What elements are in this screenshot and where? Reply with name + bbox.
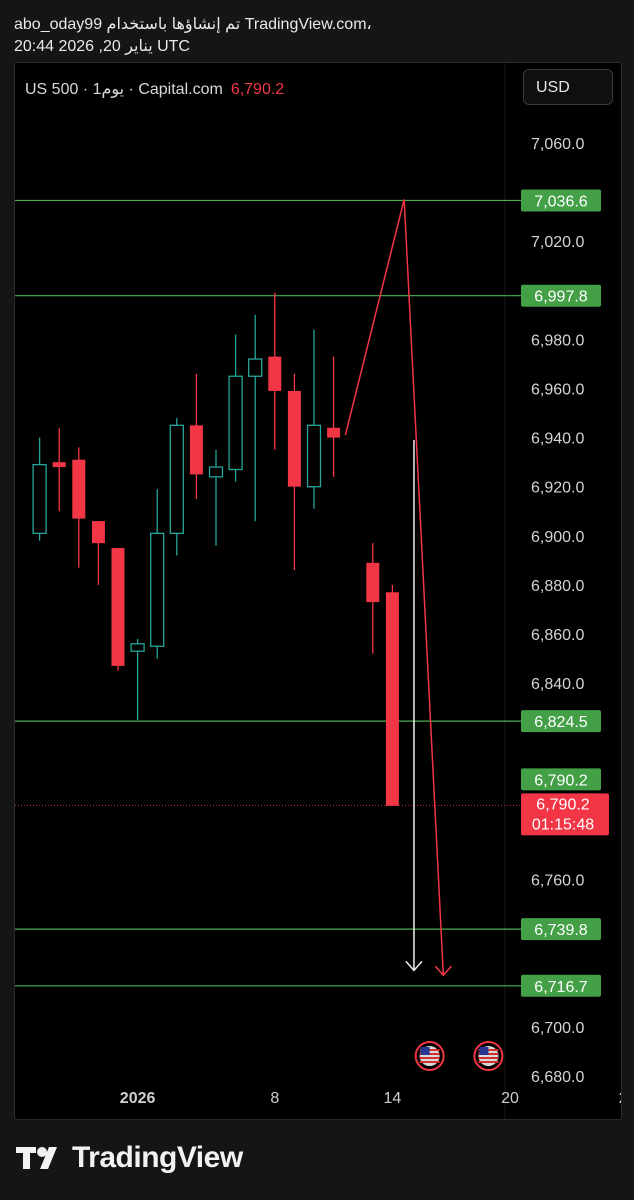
- candle-body[interactable]: [169, 424, 184, 534]
- y-tick-label: 6,680.0: [531, 1069, 584, 1086]
- flag-canton: [479, 1047, 489, 1055]
- y-tick-label: 6,700.0: [531, 1020, 584, 1037]
- candle-body[interactable]: [385, 592, 399, 806]
- y-tick-label: 7,060.0: [531, 136, 584, 153]
- y-tick-label: 6,900.0: [531, 529, 584, 546]
- footer-branding: TradingView: [16, 1140, 243, 1176]
- chart-panel[interactable]: 6,680.0 6,700.0 6,760.0 6,840.0 6,860.0 6,880…: [14, 62, 622, 1120]
- level-price-label: 6,824.5: [534, 714, 587, 731]
- bar-countdown-label: 01:15:48: [532, 816, 594, 833]
- y-tick-label: 6,960.0: [531, 382, 584, 399]
- candle-body[interactable]: [268, 356, 282, 391]
- y-tick-label: 7,020.0: [531, 234, 584, 251]
- y-tick-label: 6,840.0: [531, 676, 584, 693]
- level-price-label: 6,716.7: [534, 979, 587, 996]
- projection-arrowhead: [434, 965, 452, 977]
- y-tick-label: 6,920.0: [531, 480, 584, 497]
- flag-stripe: [478, 1057, 499, 1059]
- y-tick-label: 6,880.0: [531, 578, 584, 595]
- x-tick-label: 8: [270, 1090, 279, 1107]
- candle-body[interactable]: [228, 375, 243, 471]
- current-price-tag: [521, 793, 609, 836]
- level-price-tag: [521, 918, 601, 941]
- caption-timestamp-line: 20:44 2026 ,20 يناير UTC: [14, 38, 190, 55]
- current-level-tag: [521, 768, 601, 791]
- y-tick-label: 6,980.0: [531, 332, 584, 349]
- flag-stripe: [419, 1061, 440, 1063]
- currency-button[interactable]: USD: [523, 69, 613, 105]
- candle-body[interactable]: [366, 562, 380, 603]
- candle-body[interactable]: [130, 643, 145, 652]
- candle-body[interactable]: [52, 462, 66, 468]
- candle-body[interactable]: [287, 390, 301, 487]
- candle-body[interactable]: [327, 427, 341, 438]
- candle-body[interactable]: [248, 358, 263, 377]
- candle-body[interactable]: [32, 463, 47, 534]
- level-price-label: 6,997.8: [534, 289, 587, 306]
- current-level-label: 6,790.2: [534, 772, 587, 789]
- level-price-tag: [521, 974, 601, 997]
- target-arrowhead: [405, 960, 423, 972]
- candle-body[interactable]: [306, 424, 322, 488]
- candlestick-chart[interactable]: 6,680.0 6,700.0 6,760.0 6,840.0 6,860.0 6,880…: [15, 63, 621, 1119]
- candle-body[interactable]: [111, 548, 125, 666]
- y-tick-label: 6,860.0: [531, 627, 584, 644]
- caption-author-line: abo_oday99 تم إنشاؤها باستخدام TradingVi…: [14, 16, 372, 33]
- flag-stripe: [419, 1057, 440, 1059]
- tradingview-logo-icon: [16, 1147, 57, 1169]
- level-price-label: 7,036.6: [534, 193, 587, 210]
- x-tick-label: 14: [384, 1090, 402, 1107]
- y-tick-label: 6,760.0: [531, 873, 584, 890]
- x-tick-label: 2026: [120, 1090, 156, 1107]
- current-price-label: 6,790.2: [536, 796, 589, 813]
- candle-body[interactable]: [189, 425, 203, 475]
- footer-brand-text: TradingView: [72, 1141, 243, 1174]
- candle-body[interactable]: [91, 521, 105, 544]
- level-price-tag: [521, 189, 601, 212]
- y-tick-label: 6,940.0: [531, 431, 584, 448]
- symbol-label: US 500 · 1يوم · Capital.com: [25, 81, 223, 98]
- candle-body[interactable]: [208, 466, 224, 478]
- x-tick-label: 26: [619, 1090, 621, 1107]
- x-tick-label: 20: [501, 1090, 519, 1107]
- legend-last-price: 6,790.2: [230, 81, 285, 98]
- chart-caption: abo_oday99 تم إنشاؤها باستخدام TradingVi…: [14, 14, 372, 58]
- level-price-tag: [521, 284, 601, 307]
- candle-body[interactable]: [150, 532, 165, 647]
- symbol-legend[interactable]: US 500 · 1يوم · Capital.com 6,790.2: [25, 79, 284, 99]
- level-price-label: 6,739.8: [534, 922, 587, 939]
- flag-canton: [420, 1047, 430, 1055]
- candle-body[interactable]: [72, 459, 86, 519]
- level-price-tag: [521, 710, 601, 733]
- projection-path-line[interactable]: [344, 199, 445, 976]
- flag-stripe: [478, 1061, 499, 1063]
